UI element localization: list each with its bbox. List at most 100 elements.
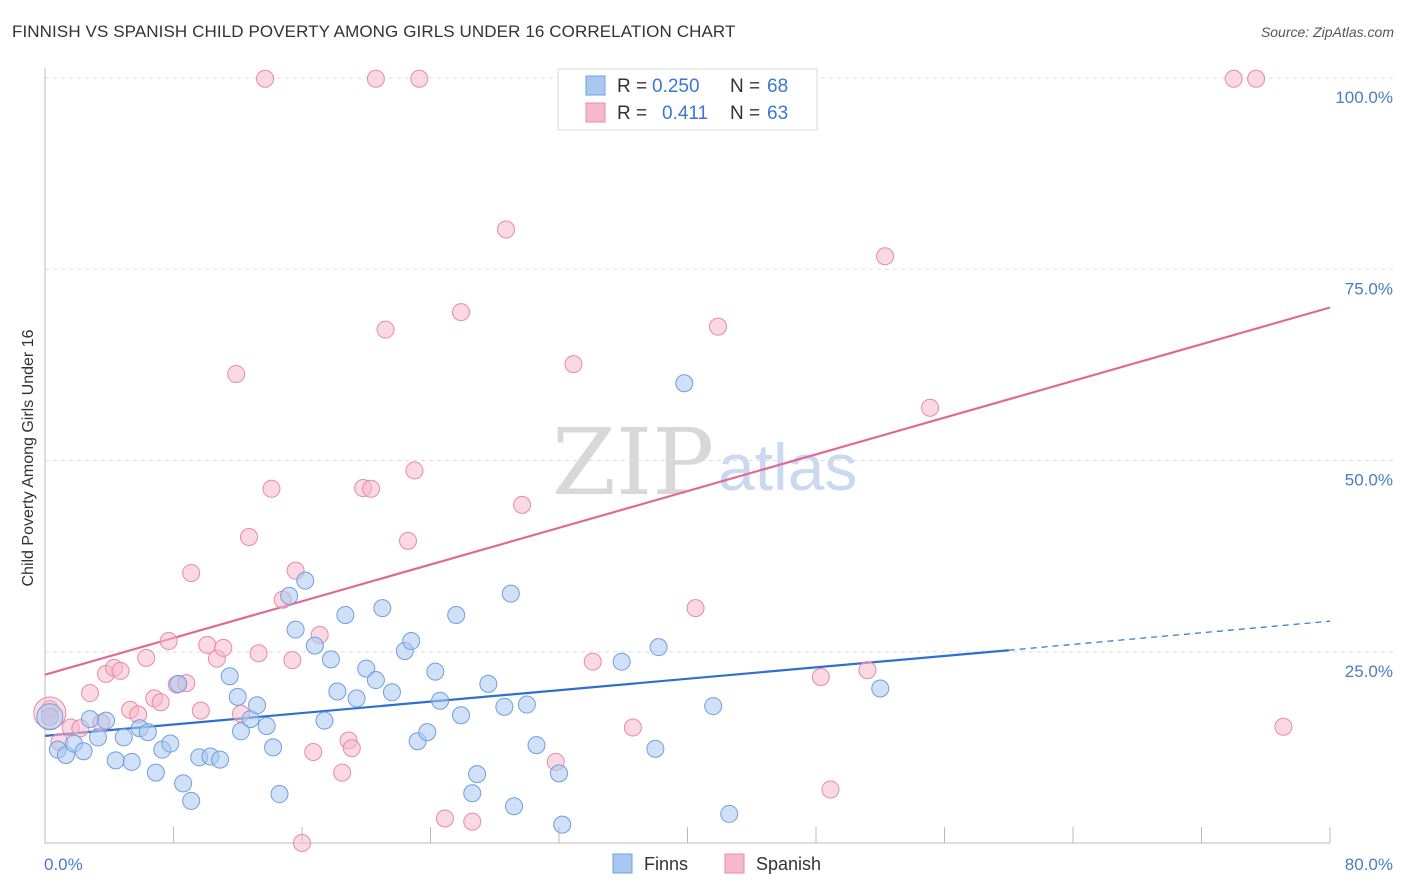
point-finns — [495, 697, 514, 716]
point-finns — [169, 674, 188, 693]
point-finns — [161, 734, 180, 753]
point-finns — [146, 763, 165, 782]
y-tick-label-25: 25.0% — [1345, 662, 1393, 681]
point-spanish — [399, 531, 418, 550]
legend-n-value-spanish: 63 — [767, 103, 788, 124]
point-finns — [286, 620, 305, 639]
watermark-zip: ZIP — [552, 409, 714, 516]
point-finns — [373, 599, 392, 618]
point-finns — [720, 804, 739, 823]
point-finns — [211, 750, 230, 769]
point-spanish — [1224, 69, 1243, 88]
point-spanish — [1247, 69, 1266, 88]
point-spanish — [80, 684, 99, 703]
legend-n-label-spanish: N = — [730, 103, 760, 124]
legend-r-value-finns: 0.250 — [652, 76, 700, 97]
point-spanish — [623, 718, 642, 737]
point-finns — [871, 679, 890, 698]
legend-n-label-finns: N = — [730, 76, 760, 97]
point-spanish — [463, 812, 482, 831]
point-finns — [366, 671, 385, 690]
point-finns — [74, 742, 93, 761]
point-finns — [97, 711, 116, 730]
y-tick-label-75: 75.0% — [1345, 279, 1393, 298]
point-finns — [114, 728, 133, 747]
point-finns — [174, 774, 193, 793]
point-spanish — [564, 355, 583, 374]
point-finns — [248, 696, 267, 715]
gridlines — [45, 77, 1395, 653]
point-spanish — [821, 780, 840, 799]
point-spanish — [262, 479, 281, 498]
point-spanish — [151, 693, 170, 712]
point-spanish-large — [33, 696, 67, 730]
point-spanish — [293, 834, 311, 852]
data-points — [33, 69, 1293, 852]
trend-lines — [44, 306, 1331, 737]
legend-swatch-finns — [585, 75, 606, 96]
series-legend: Finns Spanish — [612, 853, 821, 874]
point-finns — [315, 711, 334, 730]
y-axis-title: Child Poverty Among Girls Under 16 — [20, 329, 37, 586]
x-tick-label-min: 0.0% — [44, 855, 83, 874]
point-finns — [675, 374, 694, 393]
point-finns — [402, 632, 421, 651]
point-finns — [479, 674, 498, 693]
point-spanish — [452, 303, 471, 322]
point-spanish — [256, 69, 275, 88]
legend-n-value-finns: 68 — [767, 76, 788, 97]
point-finns — [517, 695, 536, 714]
watermark-atlas: atlas — [718, 430, 857, 504]
y-tick-label-100: 100.0% — [1335, 88, 1393, 107]
point-spanish — [191, 701, 210, 720]
point-spanish — [227, 365, 246, 384]
point-finns — [80, 710, 99, 729]
point-spanish — [342, 739, 361, 758]
point-finns — [452, 706, 471, 725]
point-finns — [550, 764, 568, 783]
point-spanish — [304, 742, 323, 761]
point-finns — [612, 652, 631, 671]
point-spanish — [249, 644, 268, 663]
point-spanish — [1274, 717, 1293, 736]
point-finns — [228, 687, 247, 706]
point-finns — [280, 586, 299, 605]
point-finns — [505, 797, 524, 816]
point-spanish — [876, 247, 895, 266]
point-finns — [704, 697, 723, 716]
point-spanish — [921, 398, 940, 417]
y-tick-label-50: 50.0% — [1345, 471, 1393, 490]
point-spanish — [410, 69, 429, 88]
point-spanish — [137, 648, 156, 667]
bottom-legend-finns: Finns — [644, 854, 688, 874]
point-finns-large — [36, 703, 64, 731]
point-finns — [646, 739, 665, 758]
point-spanish — [583, 652, 602, 671]
trend-line-finns — [44, 649, 1009, 737]
point-finns — [447, 606, 466, 625]
tick-labels: 25.0% 50.0% 75.0% 100.0% 0.0% 80.0% — [44, 88, 1393, 874]
point-finns — [336, 606, 355, 625]
point-finns — [431, 691, 450, 710]
point-finns — [270, 785, 289, 804]
bottom-legend-spanish: Spanish — [756, 854, 821, 874]
point-finns — [328, 682, 347, 701]
point-finns — [122, 752, 141, 771]
point-finns — [264, 738, 283, 757]
point-finns — [553, 815, 572, 834]
point-spanish — [686, 599, 705, 618]
bottom-legend-swatch-spanish — [724, 853, 745, 874]
legend-r-label-spanish: R = — [617, 103, 647, 124]
point-finns — [418, 723, 437, 742]
point-spanish — [496, 220, 515, 239]
point-spanish — [709, 317, 728, 336]
legend-r-value-spanish: 0.411 — [662, 103, 708, 124]
point-finns — [649, 638, 668, 657]
point-spanish — [858, 661, 877, 680]
point-finns — [463, 784, 482, 803]
legend-swatch-spanish — [585, 102, 606, 123]
point-spanish — [376, 320, 395, 339]
point-spanish — [333, 763, 352, 782]
point-finns — [257, 716, 276, 735]
point-finns — [182, 791, 201, 810]
